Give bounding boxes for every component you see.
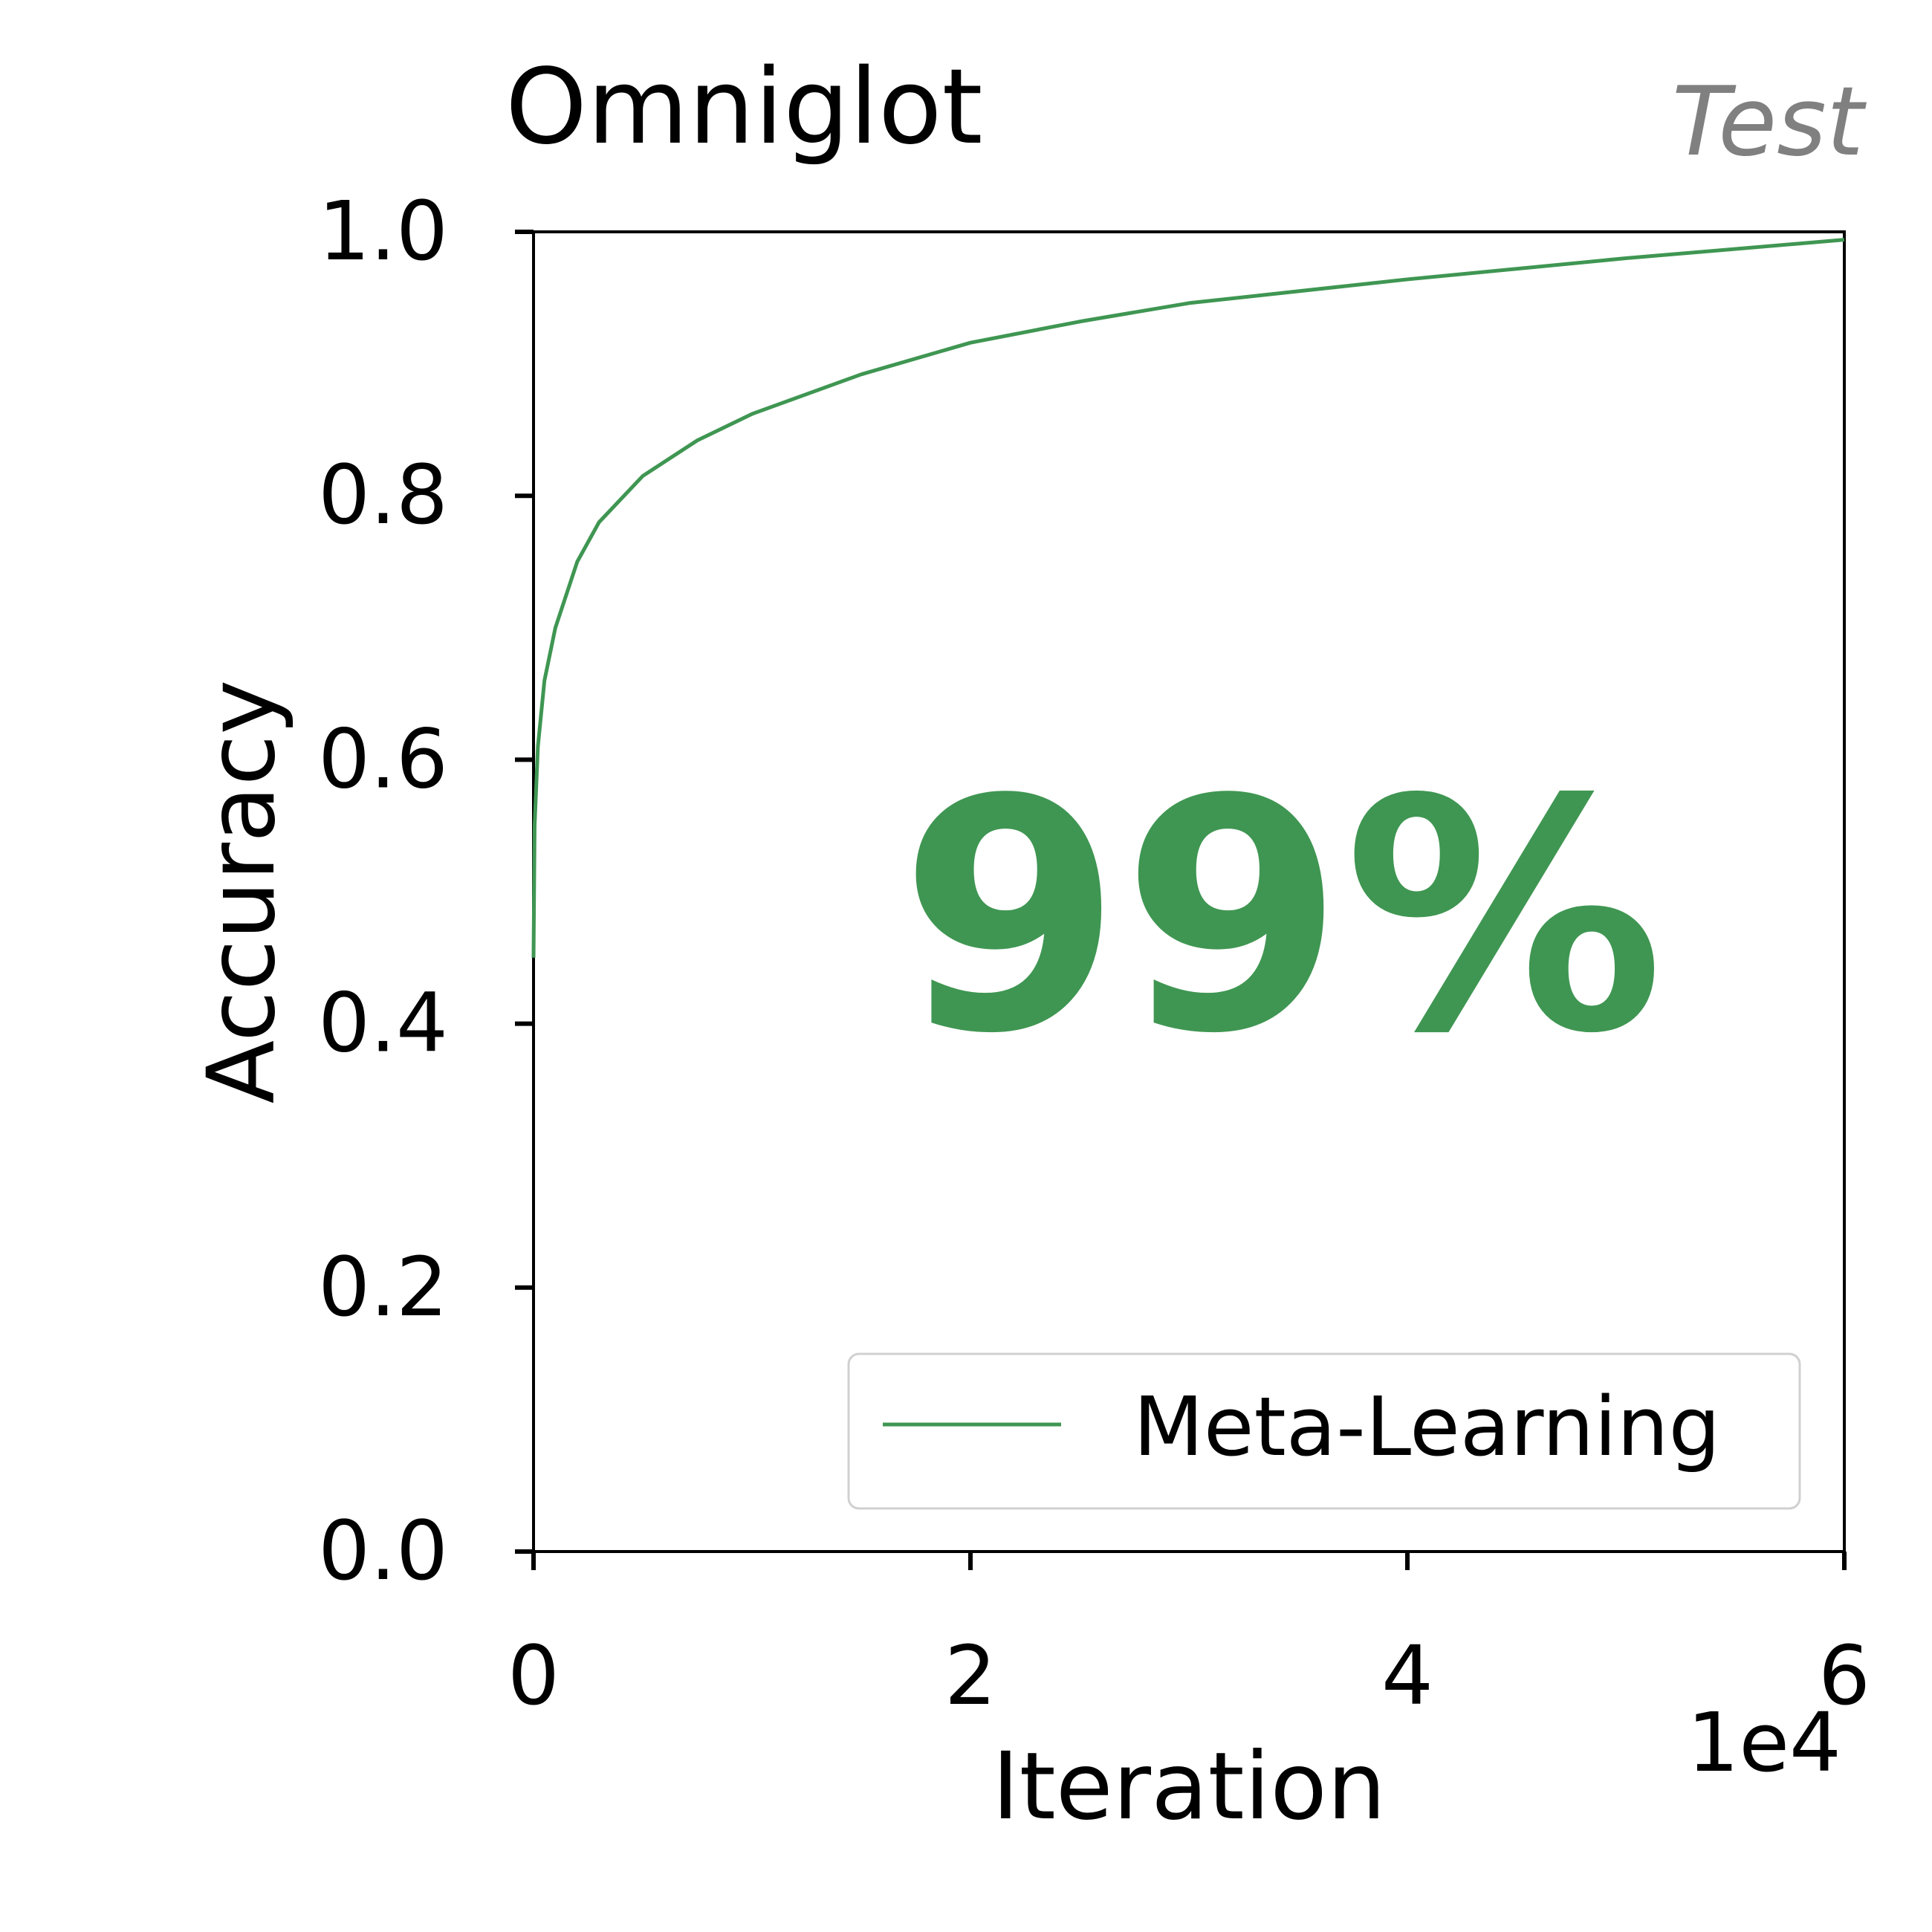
y-tick-label: 0.6 [318, 711, 448, 806]
legend-box [847, 1352, 1801, 1510]
y-tick-label: 0.4 [318, 976, 448, 1071]
x-offset-label: 1e4 [1687, 1695, 1841, 1790]
y-tick-label: 1.0 [318, 184, 448, 279]
annotation: 99% [899, 732, 1664, 1103]
y-tick-label: 0.8 [318, 447, 448, 542]
x-axis-label: Iteration [992, 1733, 1386, 1841]
chart-title: Omniglot [505, 47, 983, 168]
x-tick-label: 6 [1818, 1628, 1870, 1723]
legend-label: Meta-Learning [1133, 1379, 1720, 1474]
y-axis-label: Accuracy [188, 680, 296, 1104]
y-tick-label: 0.0 [318, 1503, 448, 1598]
subtitle: Test [1672, 67, 1867, 178]
x-tick-label: 4 [1381, 1628, 1433, 1723]
y-tick-label: 0.2 [318, 1239, 448, 1335]
x-tick-label: 2 [944, 1628, 996, 1723]
data-line [531, 238, 1845, 958]
x-tick-label: 0 [508, 1628, 560, 1723]
